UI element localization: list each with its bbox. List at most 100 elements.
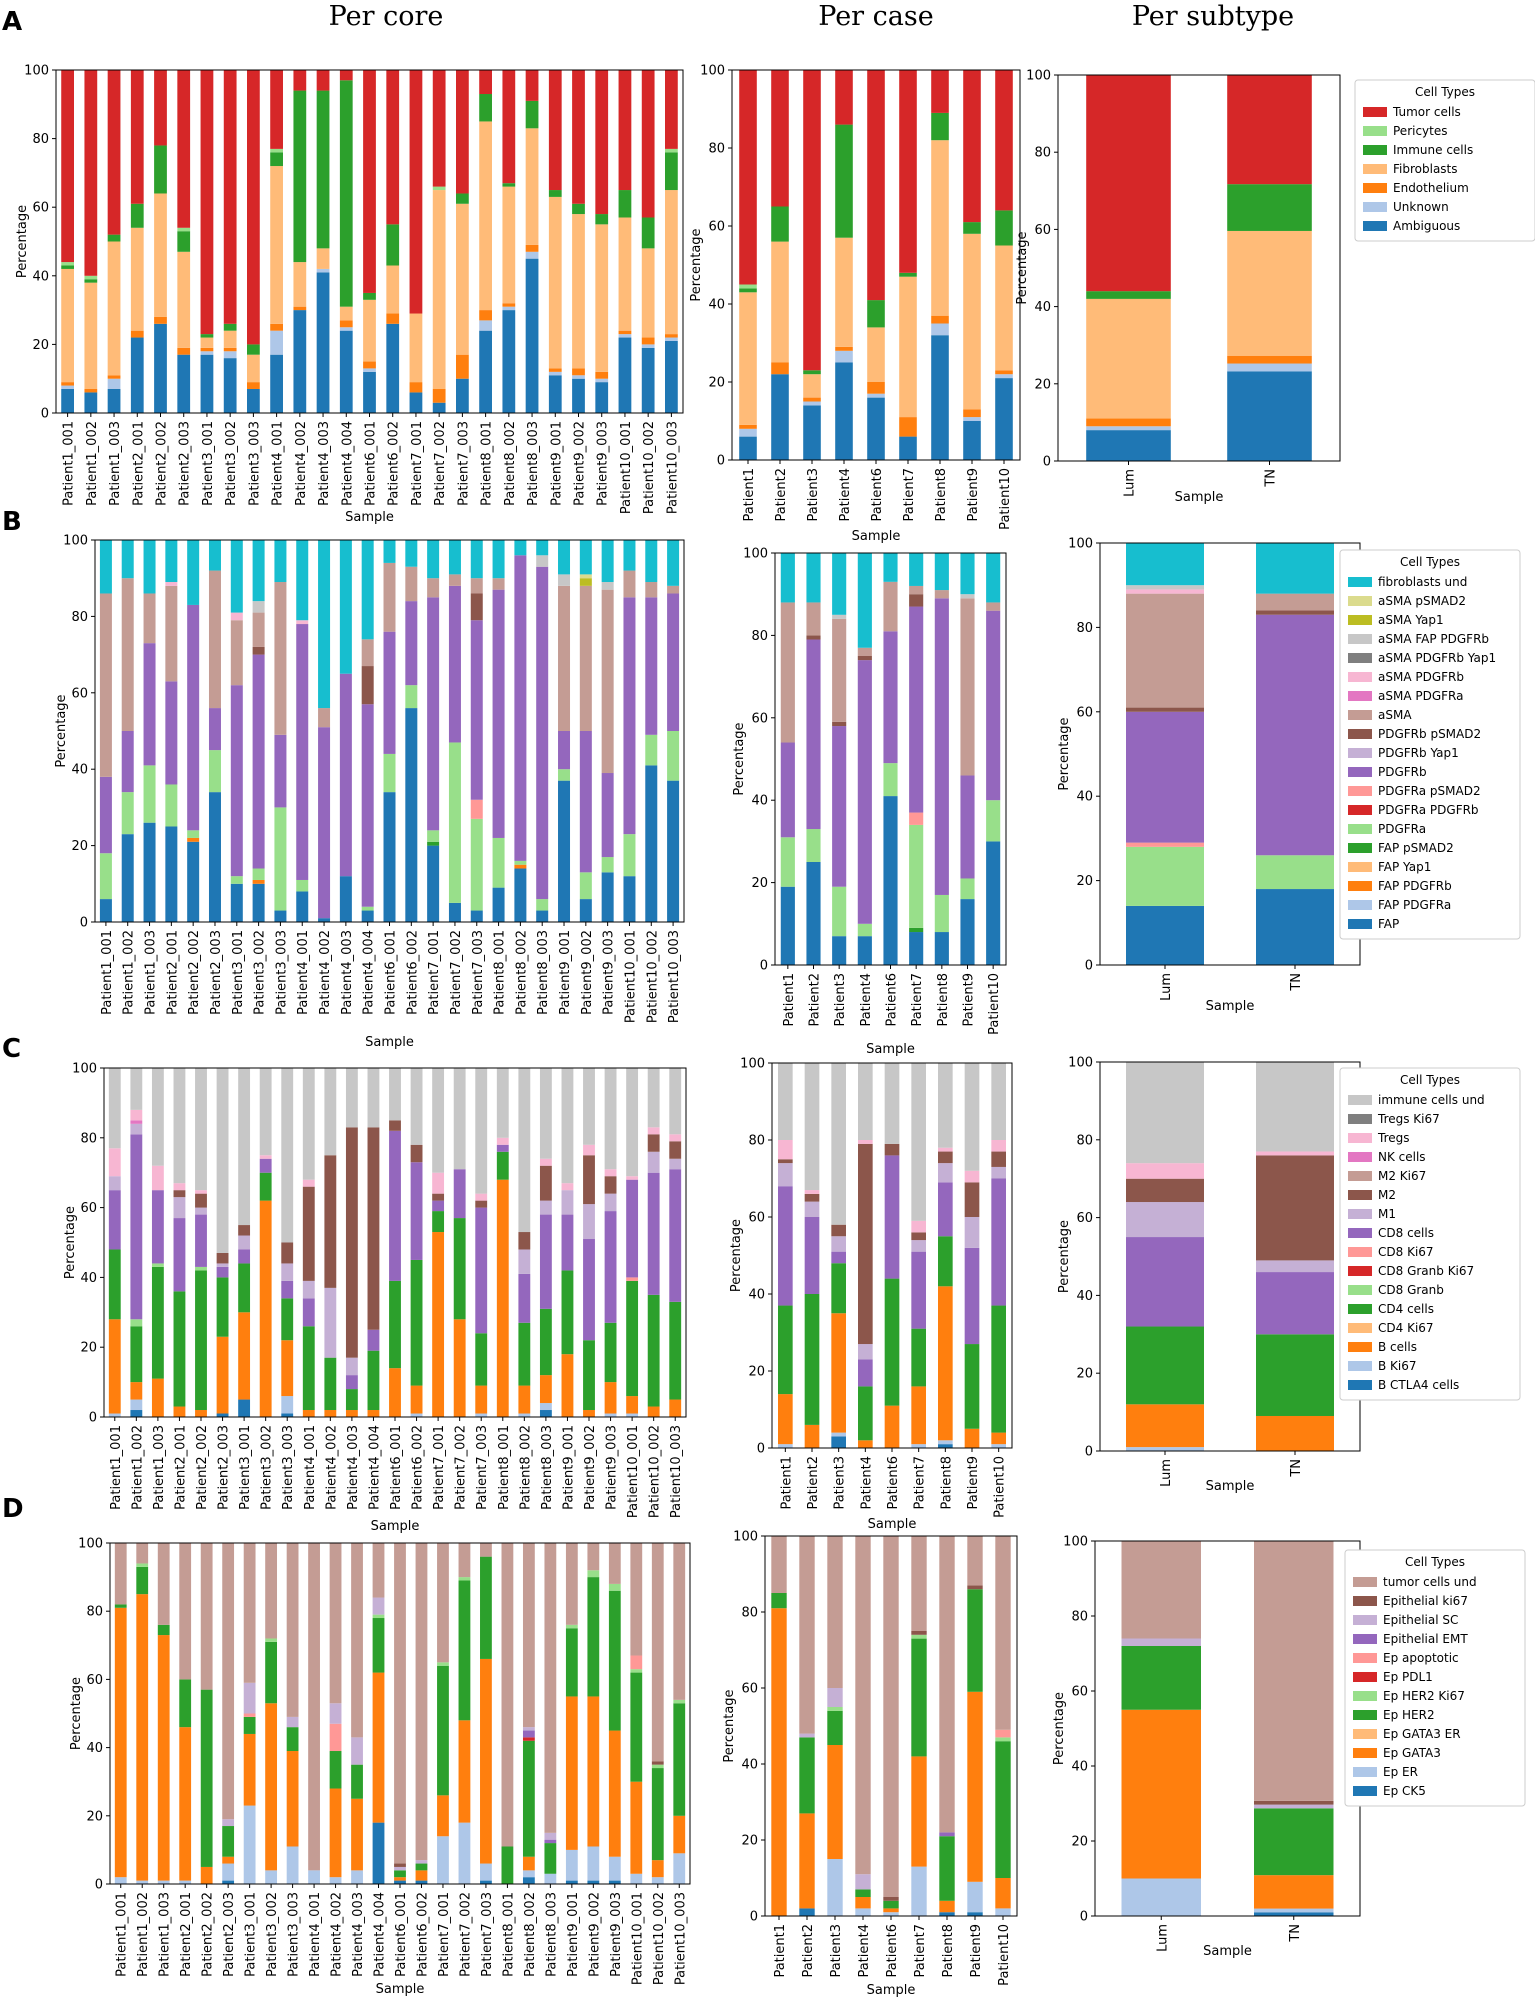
x-tick-label: Patient3_002 bbox=[260, 1425, 275, 1510]
x-tick-label: Patient3_002 bbox=[265, 1892, 280, 1977]
y-tick-label: 20 bbox=[32, 338, 49, 353]
x-tick-label: Lum bbox=[1159, 1459, 1174, 1487]
y-tick-label: 80 bbox=[1034, 146, 1051, 161]
bar-segment-tumor-cells-und bbox=[501, 1543, 514, 1847]
bar-segment-ep-er bbox=[630, 1873, 643, 1884]
bar-segment-asma-pdgfrb bbox=[165, 582, 178, 586]
x-tick-label: Patient10 bbox=[998, 468, 1013, 530]
legend-swatch bbox=[1348, 634, 1372, 644]
bar-segment-endothelium bbox=[409, 382, 423, 393]
bar-segment-tumor-cells bbox=[247, 70, 260, 345]
bar-segment-cd4-cells bbox=[518, 1322, 531, 1386]
bar-segment-tumor-cells-und bbox=[1254, 1541, 1334, 1801]
bar-segment-asma bbox=[601, 589, 614, 774]
bar-segment-tumor-cells bbox=[963, 70, 981, 223]
bar-segment-ep-her2 bbox=[771, 1593, 787, 1609]
bar-segment-tumor-cells-und bbox=[673, 1543, 686, 1700]
x-tick-label: Patient8_001 bbox=[497, 1425, 512, 1510]
bar-segment-ep-her2 bbox=[415, 1863, 428, 1871]
bar-segment-pdgfrb bbox=[427, 597, 440, 831]
bar-segment-tregs bbox=[496, 1137, 509, 1145]
x-tick-label: Patient4_003 bbox=[351, 1892, 366, 1977]
x-tick-label: Patient7_001 bbox=[432, 1425, 447, 1510]
legend-swatch bbox=[1348, 805, 1372, 815]
x-tick-label: Patient10 bbox=[987, 973, 1002, 1035]
bar-segment-b-ki67 bbox=[539, 1403, 552, 1411]
y-tick-label: 100 bbox=[733, 1530, 758, 1545]
bar-segment-asma bbox=[857, 647, 872, 656]
bar-segment-tumor-cells bbox=[177, 70, 191, 228]
x-tick-label: Patient9_003 bbox=[602, 930, 617, 1015]
bar-segment-asma bbox=[448, 574, 461, 586]
bar-segment-fibroblasts bbox=[130, 227, 144, 331]
bar-segment-cd8-granb bbox=[130, 1319, 143, 1327]
x-tick-label: Patient4_001 bbox=[308, 1892, 323, 1977]
bar-segment-ep-ck5 bbox=[587, 1880, 600, 1884]
bar-segment-m1 bbox=[604, 1193, 617, 1212]
bar-segment-b-cells bbox=[1256, 1415, 1334, 1451]
bar-segment-fibroblasts-und bbox=[986, 553, 1001, 603]
bar-segment-ep-gata3 bbox=[415, 1870, 428, 1881]
bar-segment-immune-cells-und bbox=[991, 1063, 1006, 1140]
x-tick-label: Patient10_002 bbox=[642, 421, 657, 514]
bar-segment-pdgfrb bbox=[645, 597, 658, 735]
x-axis-label: Sample bbox=[866, 1042, 915, 1057]
bar-segment-ep-her2 bbox=[855, 1889, 871, 1897]
bar-segment-tumor-cells bbox=[618, 70, 632, 191]
x-axis-label: Sample bbox=[1206, 1479, 1255, 1494]
bar-segment-ep-her2 bbox=[265, 1641, 278, 1704]
bar-segment-cd8-cells bbox=[432, 1200, 445, 1212]
bar-segment-pdgfrb bbox=[296, 624, 309, 880]
bar-segment-tumor-cells bbox=[502, 70, 516, 184]
y-axis-label: Percentage bbox=[729, 1219, 744, 1292]
bar-segment-immune-cells bbox=[177, 231, 191, 252]
x-tick-label: Patient4_002 bbox=[318, 930, 333, 1015]
bar-segment-tumor-cells-und bbox=[308, 1543, 320, 1871]
bar-segment-ep-ck5 bbox=[372, 1822, 385, 1884]
bar-segment-b-ki67 bbox=[281, 1396, 294, 1414]
bar-segment-tregs bbox=[991, 1140, 1006, 1152]
legend-title: Cell Types bbox=[1400, 555, 1460, 569]
bar-segment-epithelial-sc bbox=[1254, 1804, 1334, 1809]
bar-segment-fibroblasts-und bbox=[1126, 543, 1204, 586]
y-axis-label: Percentage bbox=[69, 1677, 84, 1750]
bar-segment-cd4-cells bbox=[496, 1151, 509, 1180]
x-tick-label: Patient6 bbox=[885, 973, 900, 1027]
legend-swatch bbox=[1348, 1323, 1372, 1333]
bar-segment-ep-ck5 bbox=[967, 1912, 983, 1916]
bar-segment-ep-er bbox=[827, 1859, 843, 1916]
bar-segment-cd4-cells bbox=[1256, 1334, 1334, 1416]
bar-segment-ep-er bbox=[114, 1877, 127, 1884]
bar-segment-m2 bbox=[964, 1182, 980, 1217]
bar-segment-immune-cells-und bbox=[151, 1068, 164, 1166]
bar-segment-cd4-cells bbox=[475, 1333, 488, 1386]
y-axis-label: Percentage bbox=[732, 722, 747, 795]
plot-frame bbox=[1057, 74, 1341, 462]
bar-segment-ep-her2-ki67 bbox=[651, 1764, 664, 1769]
bar-segment-fibroblasts bbox=[963, 233, 981, 410]
bar-segment-fibroblasts-und bbox=[296, 540, 309, 621]
bar-segment-ambiguous bbox=[456, 378, 469, 413]
bar-segment-tumor-cells bbox=[479, 70, 492, 95]
bar-segment-b-cells bbox=[518, 1385, 531, 1414]
bar-segment-ep-her2 bbox=[799, 1737, 815, 1814]
bar-segment-asma-psmad2 bbox=[579, 574, 592, 579]
legend-swatch bbox=[1348, 1190, 1372, 1200]
bar-segment-immune-cells bbox=[595, 214, 609, 225]
bar-segment-pdgfra bbox=[383, 753, 396, 793]
bar-segment-tregs bbox=[259, 1155, 272, 1159]
bar-segment-fibroblasts-und bbox=[909, 553, 924, 586]
x-tick-label: Patient4_001 bbox=[303, 1425, 318, 1510]
bar-segment-ambiguous bbox=[1227, 371, 1312, 461]
bar-segment-tumor-cells-und bbox=[522, 1543, 535, 1728]
legend-label: M2 bbox=[1378, 1188, 1396, 1202]
bar-segment-epithelial-ki67 bbox=[967, 1585, 983, 1590]
bar-segment-pdgfra bbox=[832, 886, 847, 937]
bar-segment-m1 bbox=[991, 1166, 1006, 1179]
bar-segment-tumor-cells bbox=[432, 70, 446, 187]
x-tick-label: Patient8_001 bbox=[501, 1892, 516, 1977]
bar-segment-ep-her2-ki67 bbox=[458, 1577, 471, 1581]
bar-segment-fap bbox=[143, 822, 156, 922]
bar-segment-ep-gata3 bbox=[243, 1733, 256, 1806]
legend-label: M2 Ki67 bbox=[1378, 1169, 1426, 1183]
